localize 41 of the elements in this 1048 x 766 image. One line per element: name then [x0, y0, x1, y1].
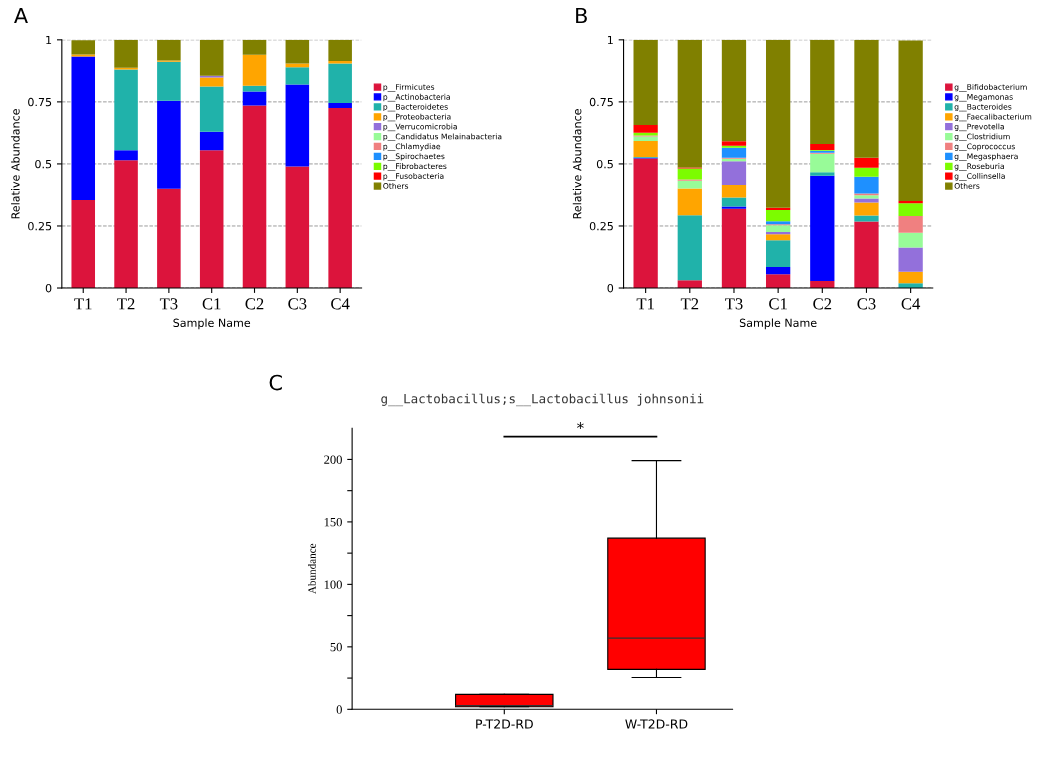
x-tick-label: C3	[857, 298, 876, 310]
y-tick-label: 0	[607, 283, 614, 293]
y-tick-label: 0	[45, 283, 52, 293]
y-tick-label: 50	[330, 642, 342, 652]
x-axis-title: Sample Name	[173, 318, 251, 330]
x-tick-label: T3	[725, 298, 743, 310]
y-tick-label: 0	[336, 705, 342, 714]
y-axis-title: Abundance	[308, 543, 316, 594]
x-tick-label: T2	[117, 298, 135, 310]
x-tick-label: C1	[769, 298, 787, 310]
y-tick-label: 200	[324, 455, 342, 464]
y-tick-label: 0.5	[35, 159, 52, 169]
y-tick-label: 150	[324, 517, 342, 527]
chart-title: g__Lactobacillus;s__Lactobacillus johnsonii	[381, 393, 704, 407]
text: B	[576, 7, 587, 24]
y-tick-label: 0.75	[28, 97, 52, 107]
x-tick-label: P-T2D-RD	[476, 719, 533, 729]
x-tick-label: C2	[245, 298, 264, 310]
x-tick-label: C4	[331, 298, 350, 310]
y-axis-title: Relative Abundance	[572, 109, 582, 219]
y-tick-label: 100	[324, 580, 342, 589]
x-tick-label: T2	[680, 298, 699, 310]
x-tick-label: C1	[202, 298, 221, 310]
y-tick-label: 0.75	[589, 97, 613, 107]
text: A	[14, 7, 28, 24]
x-tick-label: T1	[636, 298, 654, 310]
x-tick-label: C2	[813, 298, 832, 310]
y-tick-label: 0.25	[589, 221, 613, 231]
y-tick-label: 1	[46, 35, 52, 45]
annotation: *	[577, 422, 584, 430]
y-tick-label: 1	[607, 35, 613, 45]
x-axis-title: Sample Name	[739, 318, 817, 330]
x-tick-label: T1	[74, 298, 92, 310]
y-tick-label: 0.25	[28, 221, 52, 231]
x-tick-label: T3	[159, 298, 178, 310]
y-axis-title: Relative Abundance	[11, 109, 20, 219]
x-tick-label: C3	[288, 298, 307, 310]
x-tick-label: C4	[901, 298, 921, 310]
x-tick-label: W-T2D-RD	[625, 719, 688, 729]
y-tick-label: 0.5	[596, 159, 613, 169]
text: C	[269, 374, 282, 391]
